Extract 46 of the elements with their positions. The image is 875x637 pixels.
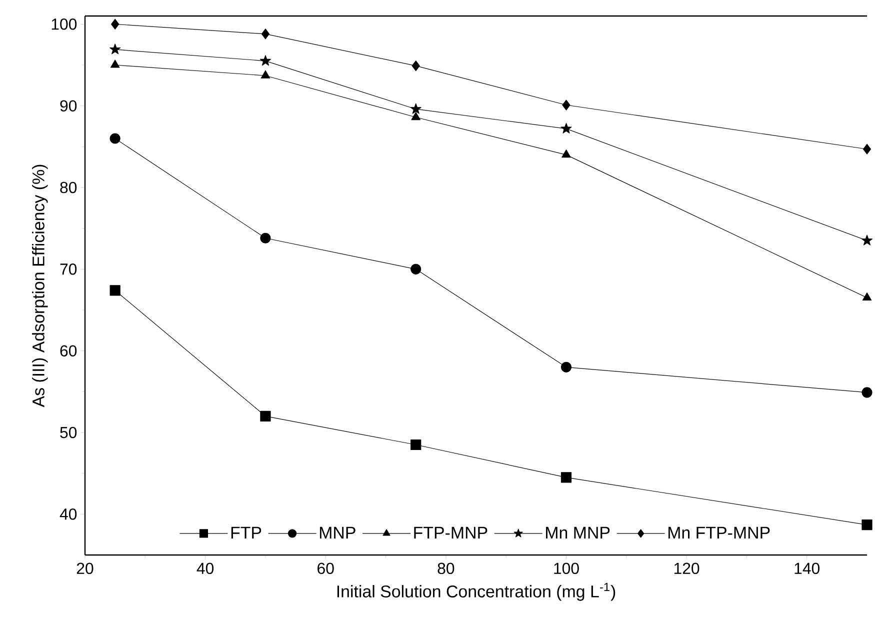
point xyxy=(560,472,572,483)
legend-label: FTP xyxy=(231,526,262,539)
x-tick-label: 80 xyxy=(438,562,454,574)
point xyxy=(260,232,271,244)
point xyxy=(110,133,120,144)
point xyxy=(862,144,872,154)
y-axis-title: As (III) Adsorption Efficiency (%) xyxy=(32,164,48,408)
y-tick-label: 60 xyxy=(60,345,77,356)
x-tick-label: 100 xyxy=(554,562,579,574)
point xyxy=(560,362,572,372)
point xyxy=(260,410,271,422)
point xyxy=(410,103,422,114)
x-tick-label: 140 xyxy=(794,562,820,574)
point xyxy=(862,387,872,398)
y-tick-label: 50 xyxy=(60,426,77,438)
point xyxy=(560,122,572,134)
legend-label: Mn MNP xyxy=(546,526,610,539)
point xyxy=(562,100,570,110)
y-tick-label: 70 xyxy=(60,264,77,275)
x-tick-label: 40 xyxy=(196,562,214,574)
point xyxy=(260,55,271,66)
point xyxy=(412,60,420,72)
point xyxy=(861,234,873,246)
point xyxy=(261,28,270,40)
point xyxy=(862,519,872,530)
legend-label: FTP-MNP xyxy=(414,526,488,539)
point xyxy=(110,60,120,68)
point xyxy=(110,285,120,296)
point xyxy=(862,292,872,301)
x-tick-label: 20 xyxy=(76,562,94,574)
point xyxy=(111,18,120,30)
y-tick-label: 40 xyxy=(60,508,77,520)
point xyxy=(411,112,420,120)
legend-label: MNP xyxy=(320,526,356,539)
point xyxy=(260,70,270,78)
y-tick-label: 90 xyxy=(60,100,77,112)
y-tick-label: 100 xyxy=(52,18,77,30)
legend-label: Mn FTP-MNP xyxy=(668,526,770,539)
x-axis-title: Initial Solution Concentration (mg L$^{-1}$) xyxy=(337,582,616,601)
point xyxy=(410,439,422,450)
y-tick-label: 80 xyxy=(60,182,77,194)
x-tick-label: 120 xyxy=(674,562,700,574)
x-tick-label: 60 xyxy=(318,562,334,574)
point xyxy=(410,264,422,274)
point xyxy=(110,44,121,54)
point xyxy=(562,150,571,158)
